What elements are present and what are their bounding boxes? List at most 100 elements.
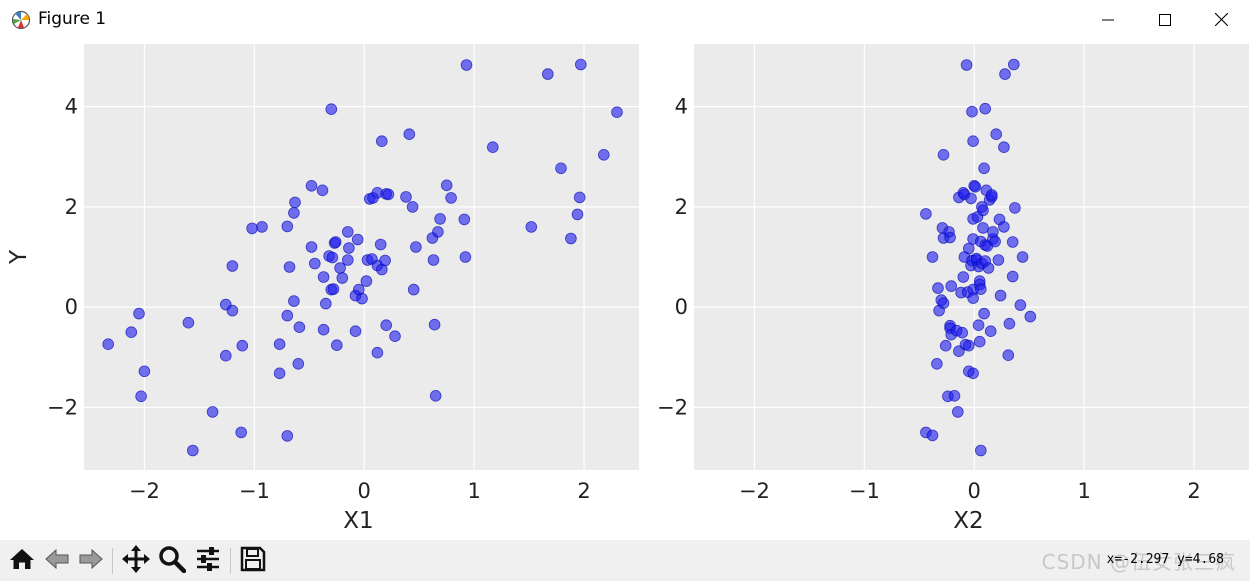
data-point [1006, 236, 1019, 248]
data-point [351, 233, 364, 246]
data-point [283, 261, 296, 273]
data-point [960, 59, 973, 71]
y-tick-label: 4 [675, 95, 688, 119]
data-point [459, 251, 472, 263]
data-point [987, 226, 999, 238]
configure-subplots-button[interactable] [193, 546, 223, 576]
data-point [978, 162, 990, 175]
data-point [458, 213, 471, 226]
subplot-2: −2 −1 0 1 2 −2 0 2 4 X2 [657, 44, 1249, 534]
data-point [349, 325, 362, 338]
toolbar-separator [112, 548, 113, 574]
window-titlebar: Figure 1 [0, 0, 1250, 40]
y-tick-label: −2 [47, 395, 78, 419]
data-point [937, 297, 950, 309]
x-tick-label: 0 [358, 479, 371, 503]
data-point [565, 232, 577, 245]
data-point [611, 106, 623, 118]
data-point [574, 58, 587, 71]
data-point [316, 184, 329, 197]
data-point [994, 289, 1007, 302]
window-title: Figure 1 [38, 9, 107, 29]
x-tick-label: −1 [849, 479, 880, 503]
data-point [937, 149, 950, 161]
back-button[interactable] [42, 546, 72, 576]
x-tick-label: 1 [467, 479, 480, 503]
data-point [486, 141, 499, 153]
data-point [434, 213, 446, 225]
x-tick-label: 2 [1187, 479, 1200, 503]
data-point [945, 280, 957, 292]
data-point [325, 103, 338, 115]
watermark: CSDN @伍女张三疯 [1041, 550, 1236, 574]
data-point [382, 188, 395, 201]
data-point [375, 135, 388, 147]
data-point [288, 207, 300, 219]
data-point [956, 326, 968, 339]
data-point [966, 105, 978, 118]
data-point [440, 179, 453, 192]
data-point [432, 226, 444, 238]
data-point [429, 389, 442, 402]
data-point [410, 241, 422, 253]
zoom-button[interactable] [157, 546, 187, 576]
data-point [226, 304, 239, 317]
x-tick-label: −2 [129, 479, 160, 503]
data-point [957, 271, 970, 283]
forward-icon [78, 547, 104, 575]
data-point [973, 335, 986, 348]
data-point [967, 367, 979, 380]
data-point [990, 128, 1002, 140]
maximize-icon [1159, 11, 1171, 30]
data-point [939, 339, 952, 352]
close-button[interactable] [1192, 0, 1250, 40]
data-point [1024, 310, 1037, 323]
data-point [341, 254, 354, 266]
matplotlib-icon [11, 10, 31, 30]
minimize-button[interactable] [1079, 0, 1137, 40]
data-point [978, 307, 990, 320]
data-point [967, 135, 979, 147]
data-point [974, 283, 987, 295]
data-point [341, 226, 354, 238]
zoom-icon [158, 545, 187, 577]
toolbar-separator [230, 548, 231, 574]
data-point [206, 406, 219, 418]
x-tick-label: 1 [1077, 479, 1090, 503]
data-point [926, 251, 939, 263]
data-point [1002, 349, 1015, 362]
data-point [931, 357, 943, 370]
pan-button[interactable] [121, 545, 151, 577]
data-point [974, 444, 987, 457]
data-point [541, 68, 554, 80]
maximize-button[interactable] [1136, 0, 1194, 40]
data-point [389, 330, 401, 343]
data-point [944, 231, 956, 244]
data-point [360, 275, 373, 287]
data-point [343, 242, 355, 254]
pan-icon [122, 545, 150, 577]
data-point [920, 208, 932, 220]
data-point [428, 318, 441, 331]
y-axis-label: Y [6, 249, 32, 265]
data-point [979, 102, 991, 115]
data-point [998, 141, 1010, 153]
data-point [1003, 317, 1016, 330]
data-point [926, 429, 939, 442]
data-point [400, 191, 412, 203]
forward-button[interactable] [76, 546, 106, 576]
data-point [962, 242, 975, 255]
x-tick-label: 2 [577, 479, 590, 503]
data-point [293, 321, 306, 334]
home-button[interactable] [7, 546, 37, 576]
data-point [220, 349, 232, 362]
navigation-toolbar: CSDN @伍女张三疯 x=-2.297 y=4.68 [0, 540, 1250, 581]
save-button[interactable] [238, 546, 268, 576]
data-point [330, 339, 343, 352]
figure-canvas[interactable]: −2 −1 0 1 2 −2 0 2 4 X1 Y −2 −1 0 1 2 −2 0 2 4 X2 [0, 40, 1250, 540]
y-tick-label: 0 [65, 295, 78, 319]
data-point [236, 339, 249, 352]
data-point [246, 222, 258, 235]
y-tick-label: 2 [65, 195, 78, 219]
data-point [281, 309, 294, 322]
